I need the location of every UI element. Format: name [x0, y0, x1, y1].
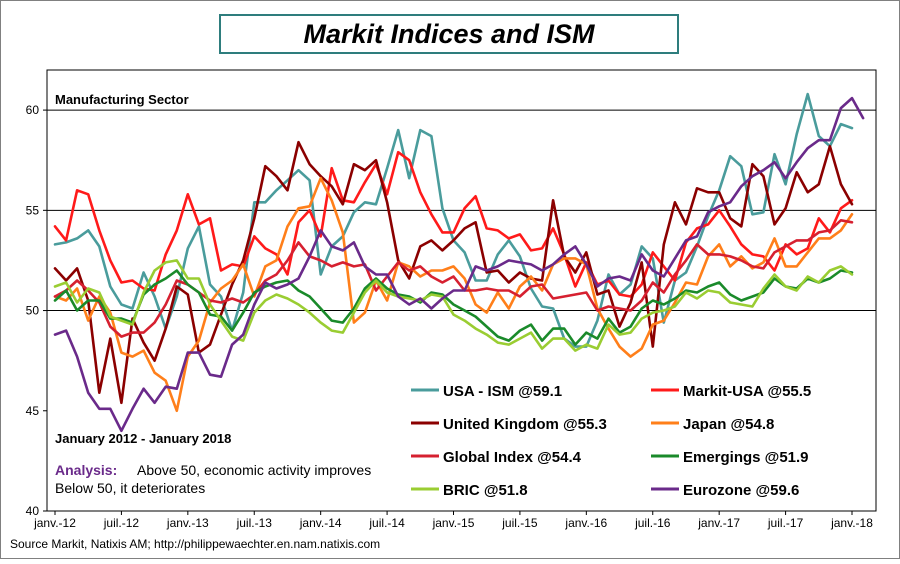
y-tick-label: 50	[26, 304, 40, 318]
x-tick-label: janv.-13	[166, 516, 209, 530]
y-tick-label: 55	[26, 203, 40, 217]
legend-label: United Kingdom @55.3	[443, 416, 607, 433]
chart-title: Markit Indices and ISM	[303, 18, 595, 49]
series-layer	[53, 92, 865, 433]
series-line-6	[53, 269, 854, 346]
title-box: Markit Indices and ISM	[219, 14, 679, 54]
y-tick-label: 40	[26, 504, 40, 518]
period-note: January 2012 - January 2018	[55, 431, 231, 446]
x-tick-label: janv.-15	[432, 516, 475, 530]
x-tick-label: juil.-15	[501, 516, 538, 530]
legend-label: Global Index @54.4	[443, 449, 582, 466]
x-tick-label: juil.-14	[368, 516, 405, 530]
x-tick-label: juil.-17	[767, 516, 804, 530]
legend: USA - ISM @59.1 Markit-USA @55.5 United Ki…	[411, 383, 811, 499]
series-line-7	[53, 259, 854, 352]
x-axis: janv.-12 juil.-12 janv.-13 juil.-13 janv.-14…	[33, 511, 873, 530]
plot-area-border	[46, 69, 877, 512]
legend-label: USA - ISM @59.1	[443, 383, 562, 400]
x-tick-label: janv.-18	[830, 516, 873, 530]
y-axis: 40 45 50 55 60	[26, 103, 47, 518]
legend-label: BRIC @51.8	[443, 482, 528, 499]
legend-label: Eurozone @59.6	[683, 482, 799, 499]
x-tick-label: janv.-16	[564, 516, 607, 530]
analysis-line-2: Below 50, it deteriorates	[55, 480, 205, 496]
x-tick-label: juil.-13	[236, 516, 273, 530]
grid-layer	[47, 109, 876, 312]
x-tick-label: janv.-17	[697, 516, 740, 530]
y-tick-label: 60	[26, 103, 40, 117]
analysis-label: Analysis:	[55, 462, 117, 478]
legend-label: Markit-USA @55.5	[683, 383, 811, 400]
source-note: Source Markit, Natixis AM; http://philip…	[10, 537, 380, 551]
x-tick-label: juil.-12	[103, 516, 140, 530]
series-line-3	[53, 140, 854, 405]
series-line-8	[53, 96, 865, 433]
chart-subtitle: Manufacturing Sector	[55, 92, 189, 107]
analysis-line-1: Above 50, economic activity improves	[137, 462, 371, 478]
legend-label: Emergings @51.9	[683, 449, 809, 466]
series-line-2	[53, 150, 854, 298]
legend-label: Japan @54.8	[683, 416, 774, 433]
y-tick-label: 45	[26, 404, 40, 418]
x-tick-label: janv.-14	[299, 516, 342, 530]
x-tick-label: janv.-12	[33, 516, 76, 530]
x-tick-label: juil.-16	[634, 516, 671, 530]
